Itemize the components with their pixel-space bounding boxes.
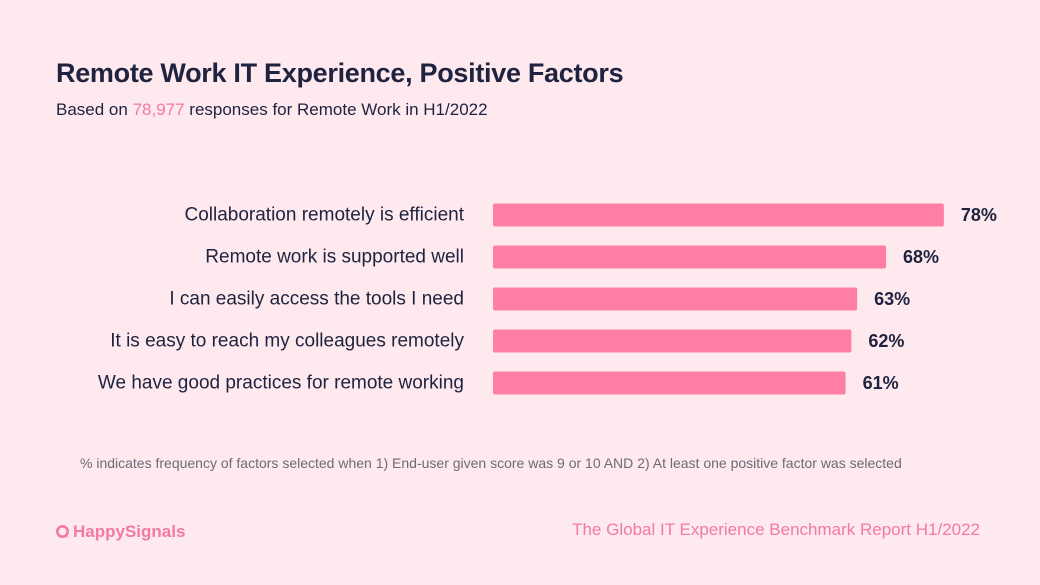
data-label: 63% [874, 289, 910, 309]
category-label: Collaboration remotely is efficient [184, 205, 464, 226]
category-label: It is easy to reach my colleagues remote… [110, 331, 464, 352]
category-label: I can easily access the tools I need [169, 289, 464, 310]
bar [493, 203, 944, 227]
data-label: 68% [903, 247, 939, 267]
bar [493, 329, 852, 353]
chart-subtitle: Based on 78,977 responses for Remote Wor… [56, 100, 488, 120]
category-label: We have good practices for remote workin… [98, 373, 464, 394]
category-label: Remote work is supported well [205, 247, 464, 268]
brand-name: HappySignals [73, 522, 186, 541]
subtitle-prefix: Based on [56, 100, 133, 119]
happysignals-logo: HappySignals [55, 522, 185, 542]
response-count: 78,977 [132, 100, 185, 119]
bar [493, 371, 846, 395]
bar [493, 287, 858, 311]
report-name: The Global IT Experience Benchmark Repor… [572, 520, 980, 539]
data-label: 61% [863, 373, 899, 393]
data-label: 78% [961, 205, 997, 225]
data-label: 62% [868, 331, 904, 351]
bar [493, 245, 887, 269]
subtitle-suffix: responses for Remote Work in H1/2022 [184, 100, 488, 119]
footnote: % indicates frequency of factors selecte… [80, 455, 902, 471]
chart-title: Remote Work IT Experience, Positive Fact… [56, 58, 624, 88]
speech-bubble-icon [56, 525, 70, 539]
